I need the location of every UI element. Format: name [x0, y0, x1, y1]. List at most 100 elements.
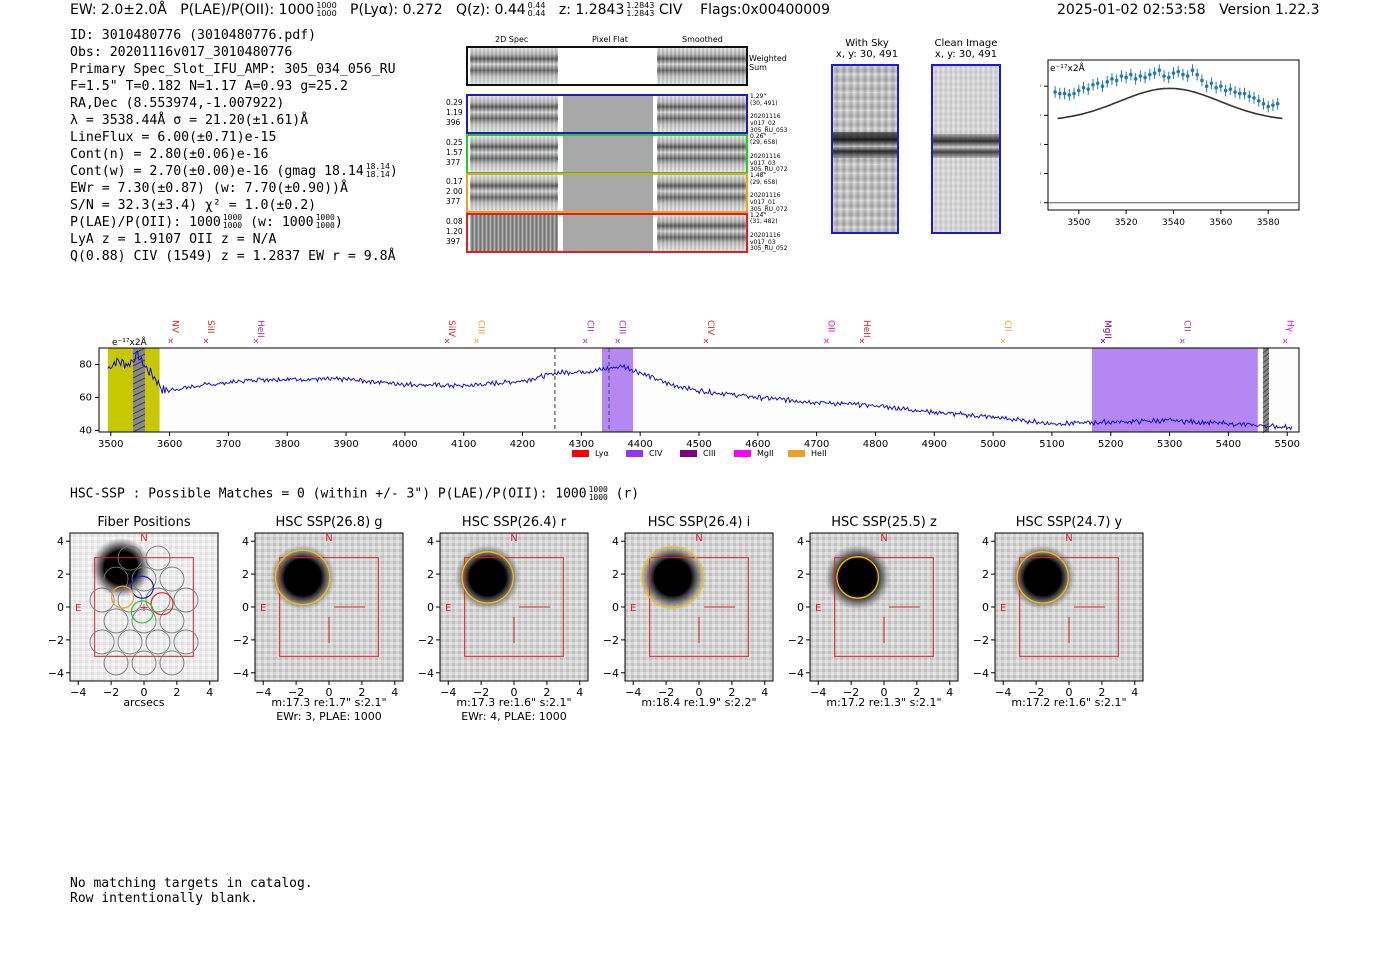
hsc-ytick-label: 2 [242, 568, 249, 581]
inset-xtick-label: 3540 [1162, 218, 1185, 228]
weighted-2dspec [470, 48, 558, 84]
inset-point [1200, 78, 1204, 83]
cutout-stat: 2.00 [446, 187, 463, 196]
hsc-caption: m:17.3 re:1.6" s:2.1" [456, 696, 572, 709]
hsc-xtick-label: 2 [543, 686, 550, 699]
inset-xtick-label: 3500 [1067, 218, 1090, 228]
hsc-caption: m:17.2 re:1.3" s:2.1" [826, 696, 942, 709]
legend-label: CIV [649, 449, 663, 458]
inset-point [1185, 74, 1190, 78]
cutout-2dspec [470, 214, 558, 251]
compass-n: N [325, 533, 332, 544]
hsc-image-bg [625, 533, 773, 681]
spectrum-ytick-label: 60 [79, 392, 92, 403]
hsc-xtick-label: 2 [1098, 686, 1105, 699]
compass-e: E [815, 603, 821, 614]
hsc-panel-title: Fiber Positions [97, 515, 191, 530]
cutout-pixelflat [563, 214, 653, 251]
inset-point [1067, 93, 1072, 97]
fiber-circle [145, 587, 171, 613]
hsc-xtick-label: 0 [511, 686, 518, 699]
hsc-xtick-label: −2 [473, 686, 489, 699]
spectrum-xtick-label: 5200 [1098, 439, 1123, 450]
cutout-stat: 0.17 [446, 177, 463, 186]
compass-n: N [510, 533, 517, 544]
info-radec: RA,Dec (8.553974,-1.007922) [70, 96, 285, 111]
aperture-ellipse [274, 549, 331, 606]
fiber-circle [145, 545, 171, 571]
fiber-circle [103, 566, 129, 592]
spectrum-xtick-label: 5000 [980, 439, 1005, 450]
with-sky-image [831, 64, 899, 234]
cutout-stat: 0.25 [446, 137, 463, 147]
line-label-brace [583, 338, 588, 344]
cutout-info-line: (30, 491) [750, 99, 778, 107]
hsc-ytick-label: 0 [982, 601, 989, 614]
inset-point [1100, 84, 1105, 89]
fiber-circle [159, 566, 185, 592]
hsc-panel: −4 −4 −2 −2 0 0 2 2 4 4 N E [973, 532, 1144, 699]
info-cont-w: Cont(w) = 2.70(±0.00)e-16 (gmag 18.14 18.… [70, 163, 398, 180]
gaussian-fit-curve [1057, 87, 1283, 120]
inset-point [1105, 80, 1109, 84]
spectrum-xtick-label: 4200 [510, 439, 535, 450]
hsc-sub: 1000 [588, 493, 608, 502]
compass-n: N [695, 533, 702, 544]
cutout-left-stats: 0.08 1.20 397 [446, 217, 463, 247]
cutout-info-line: (31, 482) [750, 218, 778, 226]
spectrum-xtick-label: 4300 [569, 439, 594, 450]
line-label: CIII [617, 320, 627, 334]
source-blob [269, 544, 336, 611]
fiber-circle [117, 545, 143, 571]
hsc-xtick-label: −2 [288, 686, 304, 699]
cutout-info-line: 20201116 [750, 192, 781, 200]
inset-point [1166, 75, 1171, 80]
hsc-ytick-label: −4 [973, 667, 989, 680]
cutout-stat: 397 [446, 236, 461, 246]
spectrum-chart: NV SiII HeII SiIV CIII CII CIII CIV OII HeII CII Mg… [79, 320, 1300, 458]
spectrum-ytick-label: 40 [79, 425, 92, 436]
footer-line-2: Row intentionally blank. [70, 891, 258, 906]
search-box [464, 557, 564, 657]
cutout-row-frame [466, 133, 748, 174]
inset-point [1148, 72, 1152, 77]
line-label: CII [1181, 320, 1191, 332]
spectrum-line [107, 350, 1293, 431]
spectrum-xtick-label: 3700 [216, 439, 241, 450]
line-label-brace [1283, 338, 1288, 344]
hsc-ytick-label: 4 [427, 535, 434, 548]
plae-end: ) [334, 215, 343, 230]
hsc-caption-2: EWr: 4, PLAE: 1000 [461, 710, 567, 723]
inset-point [1086, 87, 1091, 91]
fiber-highlight [130, 600, 154, 624]
fiber-circle [89, 587, 115, 613]
hsc-ytick-label: −2 [973, 634, 989, 647]
cutout-info-line: v017_03 [750, 238, 776, 246]
inset-point [1072, 91, 1076, 96]
info-obs: Obs: 20201116v017_3010480776 [70, 45, 293, 60]
inset-point [1181, 72, 1185, 77]
fiber-highlight [150, 592, 174, 616]
legend-label: HeII [811, 449, 827, 458]
info-fit: F=1.5" T=0.182 N=1.17 A=0.93 g=25.2 [70, 79, 348, 94]
line-label-brace [168, 338, 173, 344]
spectrum-xtick-label: 5300 [1157, 439, 1182, 450]
inset-point [1238, 91, 1242, 96]
cutout-info-line: 305_RU_053 [750, 126, 788, 134]
hsc-xtick-label: 2 [913, 686, 920, 699]
inset-point [1223, 88, 1228, 93]
cutout-smoothed [657, 96, 746, 132]
inset-point [1256, 98, 1261, 103]
line-label-brace [1180, 338, 1185, 344]
cutout-left-stats: 0.25 1.57 377 [446, 138, 463, 168]
hsc-ytick-label: −4 [233, 667, 249, 680]
compass-e: E [445, 603, 451, 614]
aperture-ellipse [461, 551, 514, 604]
hsc-ytick-label: 4 [797, 535, 804, 548]
spectrum-xtick-label: 4700 [804, 439, 829, 450]
hsc-xtick-label: 0 [1066, 686, 1073, 699]
qz-sub: 0.44 [527, 9, 546, 18]
plae-w: (w: 1000 [250, 215, 314, 230]
plae-w-sup: 1000 [315, 213, 335, 222]
cutout-row-frame [466, 173, 748, 213]
